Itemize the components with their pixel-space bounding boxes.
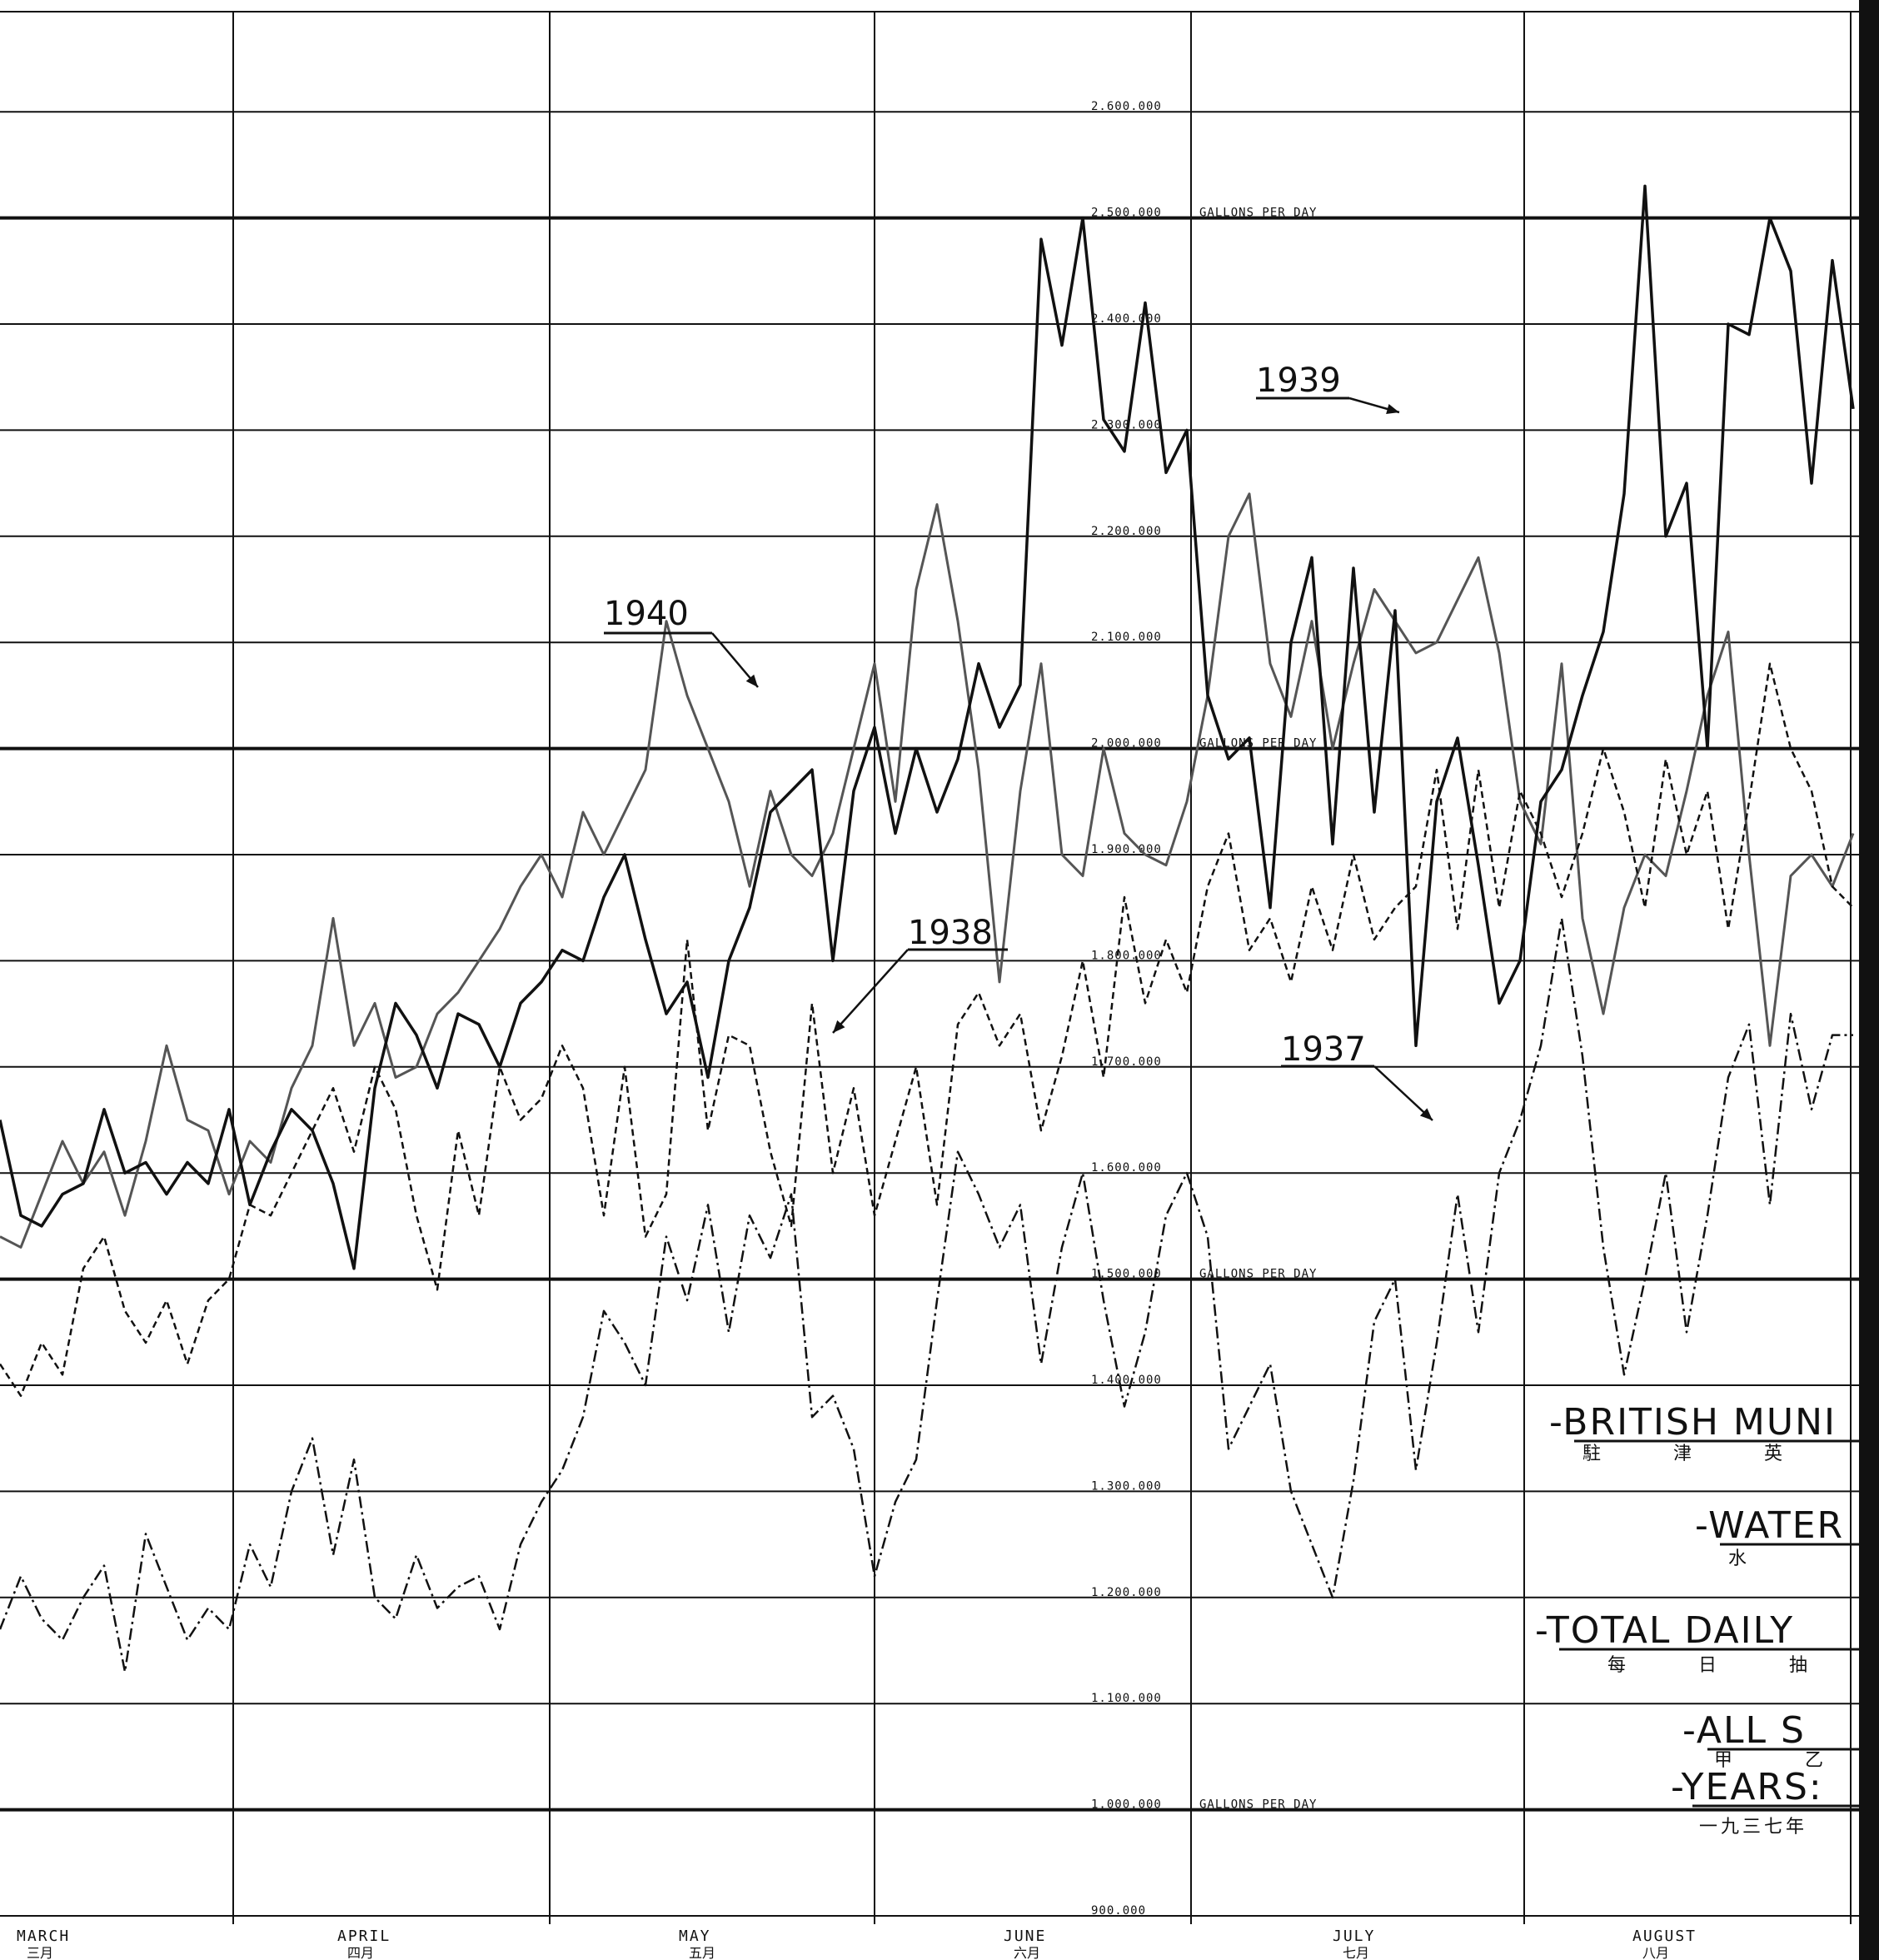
month-label-cn: 六月: [1014, 1945, 1040, 1960]
month-label: MAY: [679, 1928, 711, 1945]
title-line-2: -WATER: [1695, 1504, 1844, 1547]
series-line-1939: [0, 184, 1855, 1270]
annotation-arrowhead: [745, 674, 758, 687]
series-line-1937: [0, 917, 1853, 1673]
grid-lines: [0, 11, 1859, 1924]
y-tick-label: 1.700.000: [1091, 1055, 1162, 1069]
unit-label: GALLONS PER DAY: [1199, 737, 1317, 751]
series-annotations: 1940 1939 1938 1937: [604, 362, 1433, 1121]
scan-edge: [1859, 0, 1879, 1960]
annotation-leader: [1373, 1065, 1433, 1121]
title-line-3: -TOTAL DAILY: [1535, 1609, 1794, 1652]
title-line-2-cn: 水: [1728, 1549, 1780, 1569]
y-tick-labels: 2.600.0002.500.0002.400.0002.300.0002.20…: [1091, 100, 1162, 1918]
y-tick-label: 2.000.000: [1091, 737, 1162, 751]
title-line-4: -ALL S: [1682, 1709, 1806, 1752]
y-tick-label: 1.600.000: [1091, 1161, 1162, 1175]
title-line-5-cn: 一九三七年: [1699, 1817, 1807, 1838]
unit-label: GALLONS PER DAY: [1199, 207, 1317, 220]
series-annotation-label: 1938: [908, 914, 993, 952]
y-tick-label: 1.800.000: [1091, 949, 1162, 962]
series-annotation-label: 1937: [1281, 1030, 1366, 1069]
unit-labels: GALLONS PER DAY GALLONS PER DAY GALLONS PE…: [1199, 207, 1317, 1812]
y-tick-label: 1.500.000: [1091, 1268, 1162, 1281]
y-tick-label: 2.400.000: [1091, 312, 1162, 326]
title-line-3-cn: 每 日 抽: [1607, 1655, 1841, 1676]
title-line-5: -YEARS:: [1671, 1766, 1823, 1808]
y-tick-label: 1.100.000: [1091, 1692, 1162, 1705]
y-tick-label: 2.100.000: [1091, 631, 1162, 644]
series-lines: [0, 184, 1855, 1673]
series-annotation-label: 1939: [1256, 362, 1341, 400]
y-tick-label: 1.400.000: [1091, 1374, 1162, 1387]
annotation-arrowhead: [1386, 403, 1399, 414]
month-label: MARCH: [17, 1928, 70, 1945]
series-line-1940: [0, 492, 1855, 1249]
month-label: JUNE: [1004, 1928, 1046, 1945]
y-tick-label: 1.000.000: [1091, 1798, 1162, 1812]
y-tick-label: 1.300.000: [1091, 1479, 1162, 1493]
y-tick-label: 1.900.000: [1091, 843, 1162, 856]
series-line-1938: [0, 662, 1854, 1397]
y-tick-label: 2.200.000: [1091, 525, 1162, 538]
y-tick-label: 1.200.000: [1091, 1586, 1162, 1599]
month-label: AUGUST: [1632, 1928, 1697, 1945]
y-tick-label: 2.500.000: [1091, 207, 1162, 220]
series-annotation-label: 1940: [604, 595, 689, 633]
annotation-arrowhead: [833, 1020, 845, 1033]
y-tick-label: 2.600.000: [1091, 100, 1162, 113]
title-line-1-cn: 駐 津 英: [1582, 1444, 1816, 1464]
month-label: JULY: [1333, 1928, 1375, 1945]
month-label-cn: 七月: [1343, 1945, 1369, 1960]
annotation-arrowhead: [1419, 1108, 1433, 1120]
month-label-cn: 三月: [27, 1945, 53, 1960]
month-label-cn: 八月: [1642, 1945, 1669, 1960]
unit-label: GALLONS PER DAY: [1199, 1798, 1317, 1812]
title-block: -BRITISH MUNI 駐 津 英 -WATER 水 -TOTAL DAIL…: [1535, 1401, 1879, 1838]
annotation-leader: [832, 949, 909, 1034]
month-label-cn: 四月: [347, 1945, 374, 1960]
unit-label: GALLONS PER DAY: [1199, 1268, 1317, 1281]
y-tick-label: 900.000: [1091, 1904, 1146, 1918]
title-line-4-cn: 甲 乙: [1714, 1750, 1857, 1771]
title-line-1: -BRITISH MUNI: [1549, 1401, 1837, 1444]
month-label: APRIL: [337, 1928, 391, 1945]
month-label-cn: 五月: [689, 1945, 715, 1960]
